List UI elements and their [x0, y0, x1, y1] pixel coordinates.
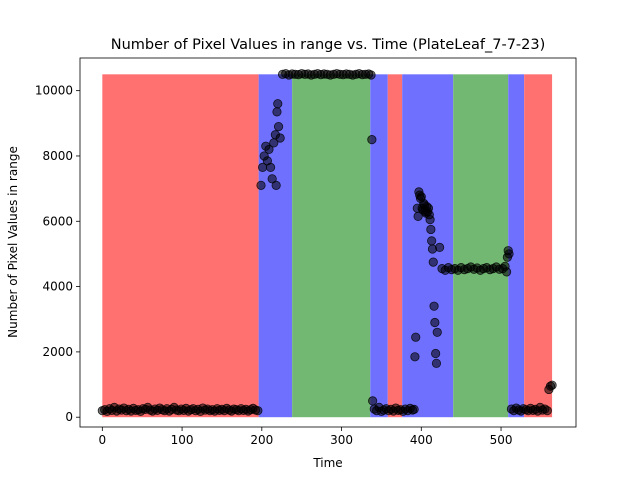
x-tick-label: 0	[99, 433, 107, 447]
data-point	[271, 180, 281, 190]
data-point	[429, 301, 439, 311]
x-tick-label: 300	[330, 433, 353, 447]
data-point	[275, 133, 285, 143]
data-point	[502, 267, 512, 277]
plot-frame	[79, 57, 577, 428]
band-4	[387, 74, 403, 418]
data-point	[431, 348, 441, 359]
data-point	[542, 406, 552, 416]
band-0	[102, 74, 259, 418]
y-axis-ticks: 0 2000 4000 6000 8000 10000	[35, 84, 80, 424]
data-point	[368, 396, 378, 406]
data-point	[265, 162, 276, 172]
band-3	[370, 74, 388, 418]
data-point	[427, 236, 437, 246]
data-point	[413, 211, 423, 221]
band-2	[292, 74, 371, 418]
y-tick-label: 0	[65, 410, 73, 424]
x-axis-ticks: 0 100 200 300 400 500	[99, 427, 513, 447]
y-tick-label: 10000	[35, 84, 73, 98]
data-point	[430, 317, 440, 328]
y-axis-label: Number of Pixel Values in range	[6, 146, 20, 338]
data-point	[273, 121, 284, 132]
x-tick-label: 400	[410, 433, 433, 447]
data-point	[264, 144, 274, 155]
data-point	[409, 404, 419, 414]
data-point	[428, 257, 438, 267]
background-bands	[102, 74, 553, 418]
data-point	[432, 327, 442, 337]
data-point	[435, 242, 445, 252]
data-point	[256, 180, 266, 190]
x-tick-label: 100	[171, 433, 194, 447]
y-tick-label: 6000	[42, 214, 73, 228]
data-point	[267, 174, 277, 184]
band-7	[508, 74, 525, 418]
data-point	[253, 406, 263, 416]
x-tick-label: 200	[250, 433, 273, 447]
data-point	[367, 135, 377, 145]
y-tick-label: 8000	[42, 149, 73, 163]
data-point	[547, 380, 557, 390]
data-point	[272, 107, 282, 117]
data-point	[426, 224, 436, 235]
data-point	[411, 332, 421, 342]
data-point	[431, 358, 442, 368]
band-6	[453, 74, 509, 418]
data-point	[366, 70, 376, 80]
y-tick-label: 4000	[42, 280, 73, 294]
data-point	[425, 215, 435, 225]
data-point	[410, 352, 420, 362]
data-point	[504, 249, 514, 259]
x-axis-label: Time	[312, 456, 342, 470]
data-points	[97, 69, 557, 416]
y-tick-label: 2000	[42, 345, 73, 359]
band-5	[402, 74, 454, 418]
data-point	[273, 99, 283, 109]
chart-title: Number of Pixel Values in range vs. Time…	[111, 37, 546, 53]
x-tick-label: 500	[490, 433, 513, 447]
band-8	[524, 74, 553, 418]
